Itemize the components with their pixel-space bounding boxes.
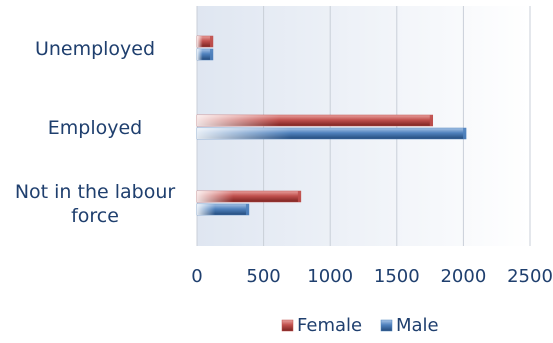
legend: Female Male <box>281 315 439 336</box>
bar-cap-female-unemployed <box>209 36 213 47</box>
x-tick-label-2500: 2500 <box>507 266 553 287</box>
bar-highlight-female-not-in-the-labour-force <box>197 191 301 202</box>
x-tick-label-0: 0 <box>191 266 202 287</box>
bar-cap-female-not-in-the-labour-force <box>297 191 301 202</box>
category-labels: Unemployed Employed Not in the labour force <box>15 38 176 227</box>
bar-cap-male-employed <box>463 128 467 139</box>
legend-swatch-male <box>380 319 393 332</box>
x-tick-label-1500: 1500 <box>374 266 420 287</box>
bars <box>196 35 467 216</box>
bar-cap-female-employed <box>429 115 433 126</box>
category-label-line: Unemployed <box>35 38 155 60</box>
bar-highlight-male-unemployed <box>197 49 213 60</box>
category-label-not-in-the-labour-force: Not in the labour force <box>15 181 176 227</box>
x-tick-label-500: 500 <box>246 266 280 287</box>
legend-swatch-female <box>281 319 294 332</box>
bar-highlight-female-unemployed <box>197 36 213 47</box>
bar-cap-male-unemployed <box>209 49 213 60</box>
bar-highlight-male-employed <box>197 128 467 139</box>
category-label-unemployed: Unemployed <box>35 38 155 60</box>
x-tick-label-1000: 1000 <box>307 266 353 287</box>
category-label-employed: Employed <box>48 117 142 139</box>
x-tick-label-2000: 2000 <box>440 266 486 287</box>
x-axis-tick-labels: 0 500 1000 1500 2000 2500 <box>191 266 553 287</box>
legend-label-male: Male <box>396 315 439 336</box>
category-label-line: Employed <box>48 117 142 139</box>
bar-highlight-male-not-in-the-labour-force <box>197 204 249 215</box>
bar-highlight-female-employed <box>197 115 433 126</box>
bar-cap-male-not-in-the-labour-force <box>245 204 249 215</box>
category-label-line: force <box>71 205 119 227</box>
legend-label-female: Female <box>297 315 362 336</box>
category-label-line: Not in the labour <box>15 181 176 203</box>
